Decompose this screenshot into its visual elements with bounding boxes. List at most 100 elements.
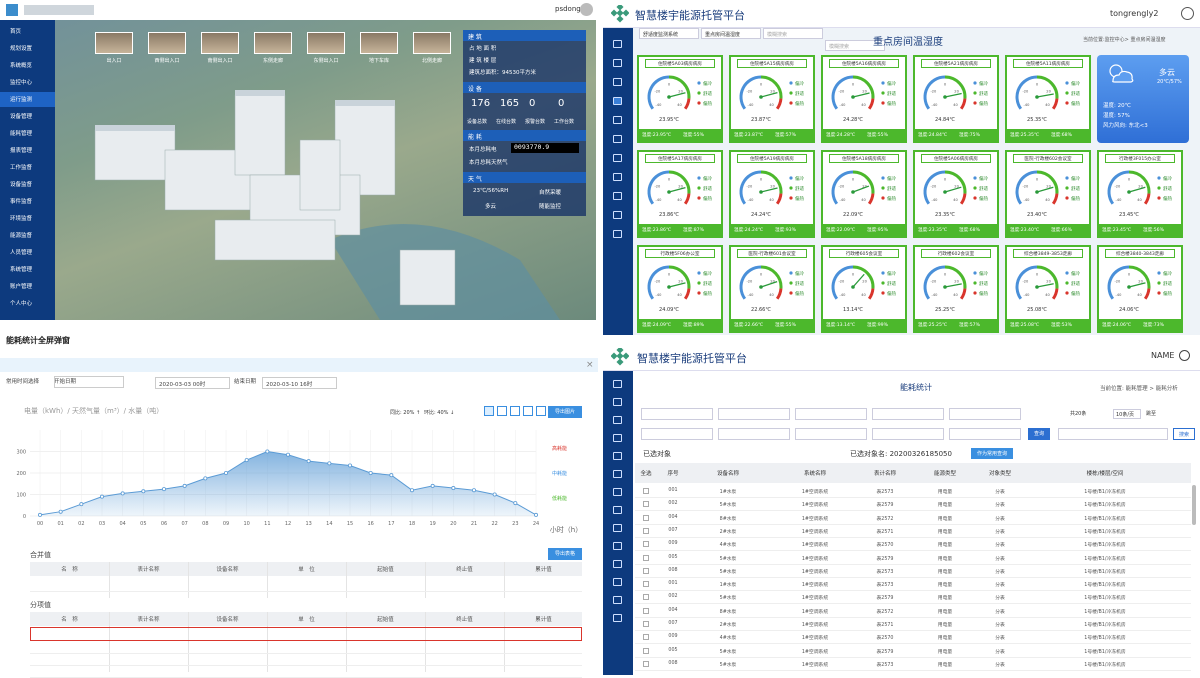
section-header: 能 耗 xyxy=(463,130,586,141)
gauge-tick-label: -20 xyxy=(930,90,937,94)
gauge-tick-label: -40 xyxy=(748,198,755,202)
gauge-tick-label: 0 xyxy=(1036,83,1039,87)
camera-thumb xyxy=(148,32,186,54)
col-sep xyxy=(346,562,347,598)
gauge-arc xyxy=(760,170,783,194)
hum-text: 湿度:73% xyxy=(1143,323,1164,328)
gauge-arc xyxy=(867,288,875,300)
comfort-label: 偏热 xyxy=(979,290,988,297)
header-cell: 设备名称 xyxy=(216,567,239,573)
comfort-dot xyxy=(881,291,885,295)
gauge-tick-label: 20 xyxy=(1046,90,1051,94)
gauge-tick-label: 0 xyxy=(852,83,855,87)
menu-item: 人员管理 xyxy=(10,250,33,256)
comfort-label: 偏冷 xyxy=(795,270,804,277)
cell: 005 xyxy=(668,647,678,653)
cell: 5#水泵 xyxy=(719,596,737,602)
room-card: 行政楼602会议室 -40 -20 0 20 40 25.25℃ 偏冷 舒适 偏热 温度:25.25… xyxy=(913,245,999,333)
cell: 1#空调系统 xyxy=(801,556,829,562)
menu-item: 环境监督 xyxy=(10,216,33,222)
menu-item: 账户管理 xyxy=(10,284,33,290)
x-tick-label: 03 xyxy=(99,521,105,527)
weather-item: 自然采暖 xyxy=(539,190,562,196)
gauge-tick-label: 20 xyxy=(1138,280,1143,284)
svg: 0 100 200 300 00 01 02 03 04 05 06 07 08 09 10 11 12 13 14… xyxy=(16,430,582,534)
x-tick-label: 20 xyxy=(450,521,456,527)
gauge-tick-label: -20 xyxy=(838,185,845,189)
comfort-label: 偏冷 xyxy=(887,270,896,277)
device-num: 0 xyxy=(558,98,565,109)
room-card: 住院楼5A21病房病房 -40 -20 0 20 40 24.84℃ 偏冷 舒适 偏热 温度:24.… xyxy=(913,55,999,143)
x-tick-label: 12 xyxy=(285,521,291,527)
comfort-dot xyxy=(1065,281,1069,285)
cell: 1#空调系统 xyxy=(801,662,829,668)
cell: 表2570 xyxy=(876,636,894,642)
gauge-arc xyxy=(647,265,670,300)
area xyxy=(40,451,536,516)
gauge-arc xyxy=(852,170,875,194)
gauge-reading: 23.86℃ xyxy=(659,212,679,218)
header-cell: 能源类型 xyxy=(933,471,956,477)
gauge-tick-label: 40 xyxy=(953,293,958,297)
cell: 1#水泵 xyxy=(719,490,737,495)
comfort-dot xyxy=(973,196,977,200)
gauge-tick-label: 40 xyxy=(769,293,774,297)
room-card: 医院-行政楼601会议室 -40 -20 0 20 40 22.66℃ 偏冷 舒适 偏热 温度:22… xyxy=(729,245,815,333)
comfort-label: 舒适 xyxy=(703,280,712,287)
gauge-reading: 13.14℃ xyxy=(843,307,863,313)
mom: 环比: 40% ↓ xyxy=(424,410,455,416)
cell: 分表 xyxy=(995,636,1005,642)
avatar xyxy=(580,3,593,16)
gauge-tick-label: -20 xyxy=(1022,185,1029,189)
gauge-arc xyxy=(1036,265,1059,289)
gauge-needle xyxy=(852,273,865,288)
room-name: 医院-行政楼602会议室 xyxy=(1013,154,1083,163)
filter-select xyxy=(949,428,1021,440)
cell: 分表 xyxy=(995,583,1005,589)
gauge-arc xyxy=(944,170,967,194)
point xyxy=(534,512,539,517)
x-tick-label: 02 xyxy=(78,521,84,527)
cell: 1#水泵 xyxy=(719,583,737,589)
energy-stat-panel: 智慧楼宇能源托管平台 NAME 能耗统计 当前位置: 能耗管理 > 能耗分析 共20条 1… xyxy=(603,340,1200,675)
gauge-tick-label: 0 xyxy=(760,178,763,182)
sidebar-icon xyxy=(613,59,622,67)
cell: 009 xyxy=(668,541,678,547)
cell: 1#空调系统 xyxy=(801,583,829,589)
gauge-reading: 23.40℃ xyxy=(1027,212,1047,218)
logo-square xyxy=(611,9,618,17)
cell: 4#水泵 xyxy=(719,636,737,642)
gauge-tick-label: -20 xyxy=(654,185,661,189)
gauge-tick-label: 40 xyxy=(861,293,866,297)
room-name: 住院楼5A21病房病房 xyxy=(921,59,991,68)
sidebar-icon xyxy=(613,154,622,162)
logo-square xyxy=(616,5,624,11)
filter: 模糊搜索 xyxy=(763,28,823,39)
info-line: 占 地 面 积 xyxy=(469,46,497,52)
filter-input: 2020-03-03 00时 xyxy=(155,377,230,389)
cell: 008 xyxy=(668,660,678,666)
room-card: 住院楼5A11病房病房 -40 -20 0 20 40 25.35℃ 偏冷 舒适 偏热 温度:25.… xyxy=(1005,55,1091,143)
sidebar-icon xyxy=(613,488,622,496)
gauge-tick-label: -20 xyxy=(654,280,661,284)
cell: 009 xyxy=(668,634,678,640)
gauge-arc xyxy=(647,170,670,205)
level-label: 低耗能 xyxy=(552,495,567,502)
cell: 分表 xyxy=(995,649,1005,655)
level-label: 高耗能 xyxy=(552,445,567,452)
gauge-reading: 25.35℃ xyxy=(1027,117,1047,123)
gauge-tick-label: 40 xyxy=(1045,103,1050,107)
x-tick-label: 00 xyxy=(37,521,43,527)
cell: 1号楼/B1/冷冻机房 xyxy=(1084,596,1126,602)
gauge-tick-label: 0 xyxy=(668,83,671,87)
gauge-hub xyxy=(667,190,671,194)
cell: 用电量 xyxy=(937,556,953,562)
gauge-tick-label: -20 xyxy=(746,90,753,94)
checkbox xyxy=(643,541,649,548)
popup-header xyxy=(0,358,598,372)
info-line: 建筑总面积：94530平方米 xyxy=(469,70,536,76)
hum-text: 湿度:87% xyxy=(683,228,704,233)
